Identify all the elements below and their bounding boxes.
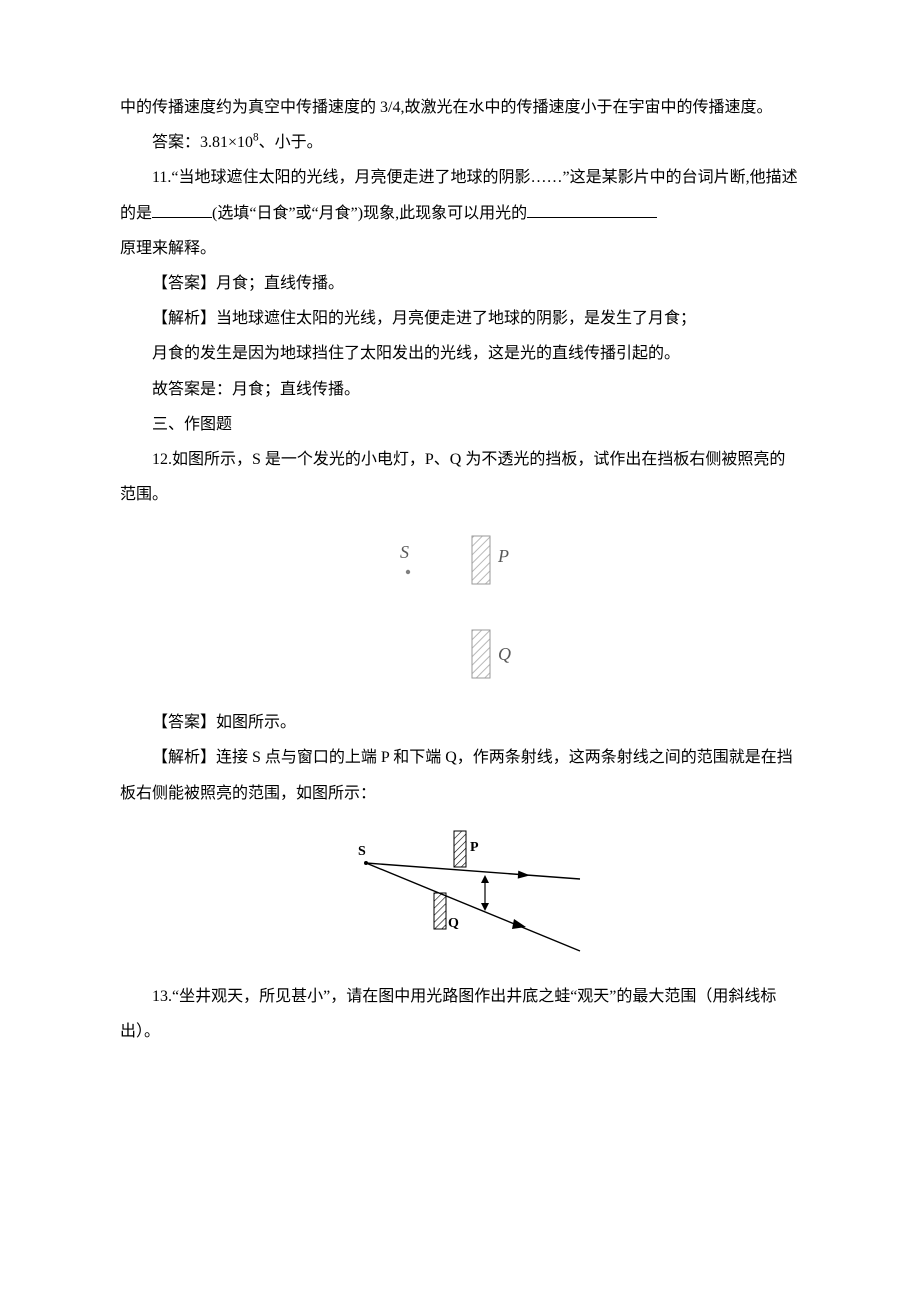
answer-12: 【答案】如图所示。	[120, 705, 800, 740]
label-q-2: Q	[448, 916, 459, 931]
question-11-tail: 原理来解释。	[120, 231, 800, 266]
point-s	[406, 570, 410, 574]
label-p-2: P	[470, 840, 479, 855]
fill-blank-2	[527, 201, 657, 218]
ray-top-arrow-icon	[518, 870, 531, 879]
label-p: P	[497, 546, 509, 566]
explain-11c: 故答案是：月食；直线传播。	[120, 372, 800, 407]
explain-12: 【解析】连接 S 点与窗口的上端 P 和下端 Q，作两条射线，这两条射线之间的范…	[120, 740, 800, 810]
answer-prefix: 答案：3.81×10	[152, 134, 253, 151]
region-arrow-head-up-icon	[481, 875, 489, 883]
label-q: Q	[498, 644, 511, 664]
q11-text-b: (选填“日食”或“月食”)现象,此现象可以用光的	[212, 205, 527, 222]
bar-p	[472, 536, 490, 584]
region-arrow-head-down-icon	[481, 903, 489, 911]
figure-12-question-diagram: S P Q	[360, 522, 560, 687]
point-s-2	[364, 861, 368, 865]
fill-blank-1	[152, 201, 212, 218]
label-s-2: S	[358, 844, 366, 859]
question-12: 12.如图所示，S 是一个发光的小电灯，P、Q 为不透光的挡板，试作出在挡板右侧…	[120, 442, 800, 512]
question-11: 11.“当地球遮住太阳的光线，月亮便走进了地球的阴影……”这是某影片中的台词片断…	[120, 160, 800, 230]
bar-q-2	[434, 893, 446, 929]
explain-11b: 月食的发生是因为地球挡住了太阳发出的光线，这是光的直线传播引起的。	[120, 336, 800, 371]
explain-11a: 【解析】当地球遮住太阳的光线，月亮便走进了地球的阴影，是发生了月食；	[120, 301, 800, 336]
question-13: 13.“坐井观天，所见甚小”，请在图中用光路图作出井底之蛙“观天”的最大范围（用…	[120, 979, 800, 1049]
answer-11: 【答案】月食；直线传播。	[120, 266, 800, 301]
answer-line-10: 答案：3.81×108、小于。	[120, 125, 800, 160]
bar-q	[472, 630, 490, 678]
answer-suffix: 、小于。	[259, 134, 323, 151]
section-heading-3: 三、作图题	[120, 407, 800, 442]
bar-p-2	[454, 831, 466, 867]
paragraph-continuation: 中的传播速度约为真空中传播速度的 3/4,故激光在水中的传播速度小于在宇宙中的传…	[120, 90, 800, 125]
document-page: 中的传播速度约为真空中传播速度的 3/4,故激光在水中的传播速度小于在宇宙中的传…	[0, 0, 920, 1109]
label-s: S	[400, 542, 409, 562]
figure-12-answer-diagram: S P Q	[330, 821, 590, 961]
